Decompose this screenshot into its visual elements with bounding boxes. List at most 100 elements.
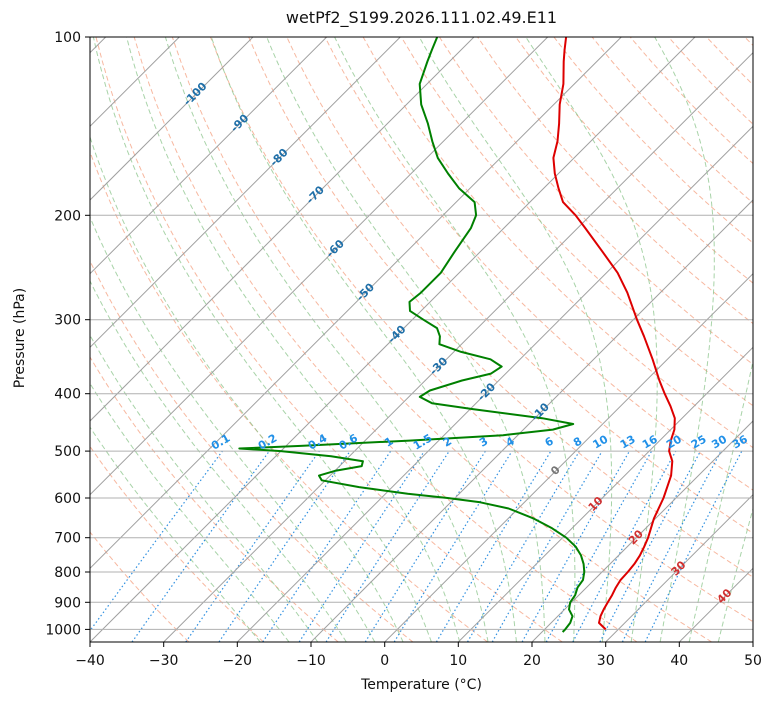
isotherm-line bbox=[90, 37, 622, 570]
mixing-ratio-line bbox=[435, 450, 552, 642]
dry-adiabat bbox=[362, 37, 753, 449]
isotherm-line bbox=[90, 37, 475, 422]
mixing-ratio-label: 0.1 bbox=[209, 432, 232, 453]
mixing-ratio-line bbox=[393, 450, 513, 642]
isotherm-line bbox=[457, 346, 753, 642]
dry-adiabat bbox=[744, 37, 753, 47]
y-tick-label: 100 bbox=[54, 30, 81, 46]
isotherm-line bbox=[90, 37, 549, 496]
dry-adiabat bbox=[591, 37, 753, 204]
dry-adiabat bbox=[324, 37, 753, 491]
isotherm-line bbox=[384, 272, 753, 642]
x-tick-label: −10 bbox=[296, 653, 326, 669]
moist-adiabat bbox=[90, 426, 261, 642]
moist-adiabat bbox=[164, 37, 489, 642]
dry-adiabat bbox=[210, 37, 753, 623]
isotherm-line bbox=[0, 37, 32, 642]
mixing-ratio-line bbox=[325, 450, 450, 642]
x-tick-label: 30 bbox=[597, 653, 615, 669]
x-tick-label: −20 bbox=[223, 653, 253, 669]
y-tick-label: 1000 bbox=[45, 622, 81, 638]
y-tick-label: 400 bbox=[54, 387, 81, 403]
mixing-ratio-line bbox=[621, 450, 722, 642]
dry-adiabat bbox=[90, 259, 414, 642]
isotherm-line bbox=[531, 420, 753, 642]
y-tick-label: 500 bbox=[54, 444, 81, 460]
pressure-gridlines bbox=[90, 37, 753, 630]
isotherm-line bbox=[163, 51, 753, 642]
mixing-ratio-line bbox=[90, 450, 223, 632]
isotherm-line bbox=[90, 37, 696, 642]
mixing-ratio-line bbox=[599, 450, 702, 642]
y-tick-label: 300 bbox=[54, 313, 81, 329]
moist-adiabat bbox=[92, 37, 432, 642]
mixing-ratio-line bbox=[572, 450, 677, 642]
dry-adiabat bbox=[438, 37, 753, 366]
mixing-ratio-line bbox=[262, 450, 392, 642]
mixing-ratio-line bbox=[131, 450, 270, 642]
temperature-profile bbox=[552, 37, 676, 631]
y-tick-label: 600 bbox=[54, 491, 81, 507]
mixing-ratio-line bbox=[185, 450, 320, 642]
dry-adiabat bbox=[133, 37, 638, 642]
x-tick-label: −30 bbox=[149, 653, 179, 669]
y-tick-label: 200 bbox=[54, 208, 81, 224]
y-tick-label: 900 bbox=[54, 595, 81, 611]
moist-adiabat bbox=[525, 37, 658, 642]
mixing-ratio-label: 10 bbox=[590, 432, 610, 451]
mixing-ratio-line bbox=[545, 450, 653, 642]
mixing-ratio-label: 8 bbox=[571, 435, 584, 450]
moist-adiabat bbox=[717, 506, 753, 642]
moist-adiabat bbox=[126, 37, 461, 642]
isotherm-line bbox=[310, 199, 753, 642]
x-tick-label: 50 bbox=[744, 653, 762, 669]
mixing-ratio-label: 30 bbox=[709, 432, 729, 451]
line-labels: 0.1 0.2 0.4 0.6 1 1.5 2 3 4 6 8 10 13 16 20 25 30 36-100-… bbox=[181, 79, 750, 606]
mixing-ratio-label: 36 bbox=[730, 432, 750, 451]
isotherm-line bbox=[236, 125, 753, 642]
mixing-ratio-line bbox=[521, 450, 631, 642]
moist-adiabat bbox=[418, 37, 613, 642]
moist-adiabat bbox=[90, 334, 319, 642]
dry-adiabat bbox=[706, 37, 753, 86]
moist-adiabat bbox=[334, 37, 576, 642]
mixing-ratio-label: 1.5 bbox=[411, 432, 434, 453]
mixing-ratio-label: 13 bbox=[618, 433, 638, 452]
mixing-ratio-line bbox=[644, 450, 743, 642]
isotherm-line bbox=[678, 567, 753, 642]
moist-adiabat bbox=[688, 358, 753, 642]
mixing-ratio-label: 0.4 bbox=[306, 431, 330, 452]
dry-adiabat bbox=[553, 37, 753, 244]
dry-adiabat bbox=[668, 37, 753, 125]
isotherm-line bbox=[90, 37, 401, 349]
x-tick-label: −40 bbox=[75, 653, 105, 669]
dry-adiabat bbox=[477, 37, 753, 325]
mixing-ratio-line bbox=[218, 450, 351, 642]
isotherm-line bbox=[90, 37, 254, 201]
isotherm-line bbox=[752, 641, 753, 642]
sounding-profiles bbox=[238, 37, 676, 633]
plot-frame bbox=[89, 36, 754, 643]
moist-adiabat bbox=[90, 215, 376, 642]
isotherm-line bbox=[605, 493, 753, 642]
dry-adiabat bbox=[90, 445, 264, 642]
x-tick-label: 40 bbox=[670, 653, 688, 669]
mixing-ratio-line bbox=[298, 450, 425, 642]
moist-adiabat bbox=[266, 37, 546, 642]
mixing-ratio-label: 25 bbox=[689, 433, 709, 452]
dry-adiabat bbox=[171, 37, 712, 642]
mixing-ratio-label: 20 bbox=[664, 432, 684, 451]
x-tick-label: 10 bbox=[449, 653, 467, 669]
background-lines bbox=[0, 37, 753, 642]
isotherm-line bbox=[90, 37, 328, 275]
mixing-ratio-label: 6 bbox=[543, 434, 556, 449]
x-tick-label: 20 bbox=[523, 653, 541, 669]
chart-title: wetPf2_S199.2026.111.02.49.E11 bbox=[285, 8, 558, 27]
moist-adiabat bbox=[90, 382, 290, 642]
x-tick-label: 0 bbox=[380, 653, 389, 669]
dewpoint-profile bbox=[238, 37, 586, 633]
mixing-ratio-label: 16 bbox=[640, 432, 660, 451]
moist-adiabat bbox=[90, 135, 404, 642]
